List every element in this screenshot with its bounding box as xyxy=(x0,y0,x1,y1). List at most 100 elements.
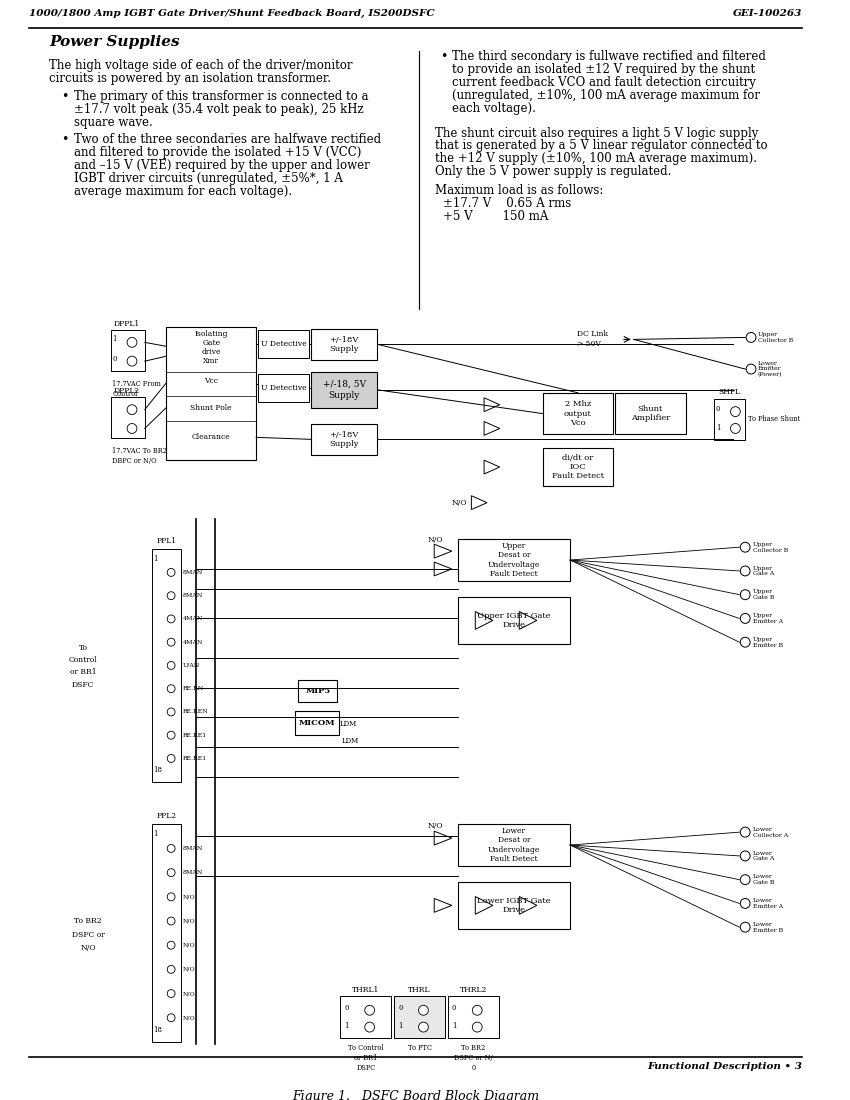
Text: circuits is powered by an isolation transformer.: circuits is powered by an isolation tran… xyxy=(49,73,331,85)
Circle shape xyxy=(730,424,740,433)
Text: PPL1: PPL1 xyxy=(156,537,176,546)
Bar xyxy=(394,997,445,1038)
Circle shape xyxy=(740,542,750,552)
Text: (unregulated, ±10%, 100 mA average maximum for: (unregulated, ±10%, 100 mA average maxim… xyxy=(452,89,760,102)
Circle shape xyxy=(740,827,750,837)
Text: Upper
Gate A: Upper Gate A xyxy=(753,565,774,576)
Text: To BR2: To BR2 xyxy=(74,917,102,925)
Text: 17.7VAC To BR2: 17.7VAC To BR2 xyxy=(112,448,167,455)
Polygon shape xyxy=(434,899,452,912)
Circle shape xyxy=(740,874,750,884)
Text: •: • xyxy=(440,51,447,64)
Text: Clearance: Clearance xyxy=(192,433,230,441)
Bar xyxy=(167,327,256,460)
Text: di/dt or
IOC
Fault Detect: di/dt or IOC Fault Detect xyxy=(552,454,604,481)
Bar xyxy=(151,824,181,1042)
Bar xyxy=(457,881,570,930)
Text: +/-18V
Supply: +/-18V Supply xyxy=(330,336,359,353)
Text: 1: 1 xyxy=(344,1022,348,1030)
Bar xyxy=(457,596,570,645)
Polygon shape xyxy=(475,612,493,629)
Circle shape xyxy=(740,637,750,647)
Circle shape xyxy=(167,966,175,974)
Text: 1: 1 xyxy=(452,1022,456,1030)
Polygon shape xyxy=(434,562,452,576)
Text: THRL: THRL xyxy=(408,986,431,993)
Text: IGBT driver circuits (unregulated, ±5%*, 1 A: IGBT driver circuits (unregulated, ±5%*,… xyxy=(74,172,343,185)
Text: N/O: N/O xyxy=(183,991,196,997)
Text: LDM: LDM xyxy=(342,737,359,745)
Text: Lower IGBT Gate
Drive: Lower IGBT Gate Drive xyxy=(477,896,551,914)
Text: The third secondary is fullwave rectified and filtered: The third secondary is fullwave rectifie… xyxy=(452,51,766,64)
Text: U/AN: U/AN xyxy=(183,663,200,668)
Text: Lower
Emitter
(Power): Lower Emitter (Power) xyxy=(758,361,782,377)
Text: Gate: Gate xyxy=(202,340,220,348)
Text: To Control: To Control xyxy=(348,1044,383,1052)
Text: RE.REN: RE.REN xyxy=(183,710,208,714)
Bar xyxy=(448,997,499,1038)
Text: 4MAN: 4MAN xyxy=(183,640,203,645)
Text: N/O: N/O xyxy=(428,537,443,544)
Text: Lower
Desat or
Undervoltage
Fault Detect: Lower Desat or Undervoltage Fault Detect xyxy=(488,827,540,862)
Bar xyxy=(615,393,686,434)
Bar xyxy=(457,824,570,866)
Text: drive: drive xyxy=(201,349,221,356)
Text: 18: 18 xyxy=(154,766,162,773)
Circle shape xyxy=(740,922,750,932)
Text: 8MAN: 8MAN xyxy=(183,846,203,851)
Text: DC Link: DC Link xyxy=(577,330,608,339)
Text: DSFC: DSFC xyxy=(72,681,94,690)
Text: DPPL2: DPPL2 xyxy=(114,387,140,395)
Text: Power Supplies: Power Supplies xyxy=(49,35,179,50)
Bar xyxy=(543,448,613,486)
Text: •: • xyxy=(61,90,69,103)
Text: 0: 0 xyxy=(344,1004,348,1012)
Circle shape xyxy=(167,708,175,716)
Polygon shape xyxy=(484,398,500,411)
Text: THRL1: THRL1 xyxy=(352,986,379,993)
Circle shape xyxy=(740,851,750,861)
Text: 1: 1 xyxy=(154,830,158,838)
Text: Isolating: Isolating xyxy=(195,330,228,339)
Text: Xmr: Xmr xyxy=(203,358,219,365)
Text: THRL2: THRL2 xyxy=(460,986,487,993)
Text: Control: Control xyxy=(69,656,98,663)
Bar xyxy=(340,997,391,1038)
Text: 0: 0 xyxy=(452,1004,456,1012)
Text: Upper
Collector B: Upper Collector B xyxy=(753,542,788,552)
Circle shape xyxy=(128,424,137,433)
Bar xyxy=(258,374,309,401)
Polygon shape xyxy=(484,421,500,436)
Text: and filtered to provide the isolated +15 V (VCC): and filtered to provide the isolated +15… xyxy=(74,146,362,160)
Text: to provide an isolated ±12 V required by the shunt: to provide an isolated ±12 V required by… xyxy=(452,63,755,76)
Text: N/O: N/O xyxy=(428,822,443,830)
Text: MICOM: MICOM xyxy=(299,719,336,727)
Text: To PTC: To PTC xyxy=(407,1044,432,1052)
Text: 4MAN: 4MAN xyxy=(183,616,203,622)
Circle shape xyxy=(128,338,137,348)
Bar xyxy=(457,539,570,581)
Text: Vcc: Vcc xyxy=(204,377,218,385)
Circle shape xyxy=(167,869,175,877)
Circle shape xyxy=(167,569,175,576)
Text: and –15 V (VEE) required by the upper and lower: and –15 V (VEE) required by the upper an… xyxy=(74,160,370,173)
Text: Lower
Emitter B: Lower Emitter B xyxy=(753,922,783,933)
Text: Upper
Collector B: Upper Collector B xyxy=(758,332,793,343)
Circle shape xyxy=(167,917,175,925)
Text: ±17.7 V    0.65 A rms: ±17.7 V 0.65 A rms xyxy=(443,197,571,210)
Text: Control: Control xyxy=(112,389,138,398)
Text: current feedback VCO and fault detection circuitry: current feedback VCO and fault detection… xyxy=(452,76,756,89)
Text: U Detective: U Detective xyxy=(261,340,306,349)
Text: DBPC or N/O: DBPC or N/O xyxy=(112,458,157,465)
Text: The primary of this transformer is connected to a: The primary of this transformer is conne… xyxy=(74,90,369,103)
Circle shape xyxy=(746,332,756,342)
Text: Lower
Gate A: Lower Gate A xyxy=(753,850,774,861)
Text: Shunt Pole: Shunt Pole xyxy=(190,404,232,411)
Text: 0: 0 xyxy=(716,405,720,412)
Circle shape xyxy=(167,592,175,600)
Text: N/O: N/O xyxy=(183,1015,196,1021)
Circle shape xyxy=(167,684,175,693)
Text: > 50V: > 50V xyxy=(577,340,601,349)
Bar xyxy=(295,712,339,735)
Text: DPPL1: DPPL1 xyxy=(114,320,140,328)
